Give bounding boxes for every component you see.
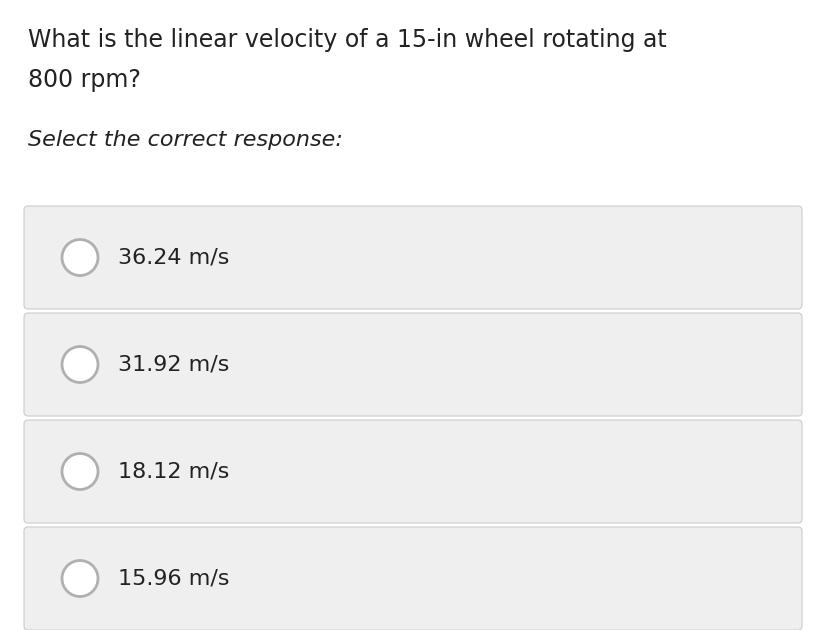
FancyBboxPatch shape — [24, 527, 801, 630]
FancyBboxPatch shape — [24, 313, 801, 416]
Circle shape — [62, 561, 98, 597]
Circle shape — [62, 239, 98, 275]
FancyBboxPatch shape — [24, 420, 801, 523]
Circle shape — [62, 454, 98, 490]
Text: 18.12 m/s: 18.12 m/s — [118, 462, 229, 481]
Text: Select the correct response:: Select the correct response: — [28, 130, 342, 150]
Text: 800 rpm?: 800 rpm? — [28, 68, 141, 92]
Text: 31.92 m/s: 31.92 m/s — [118, 355, 229, 374]
FancyBboxPatch shape — [24, 206, 801, 309]
Text: What is the linear velocity of a 15-in wheel rotating at: What is the linear velocity of a 15-in w… — [28, 28, 666, 52]
Text: 15.96 m/s: 15.96 m/s — [118, 568, 229, 588]
Circle shape — [62, 346, 98, 382]
Text: 36.24 m/s: 36.24 m/s — [118, 248, 229, 268]
